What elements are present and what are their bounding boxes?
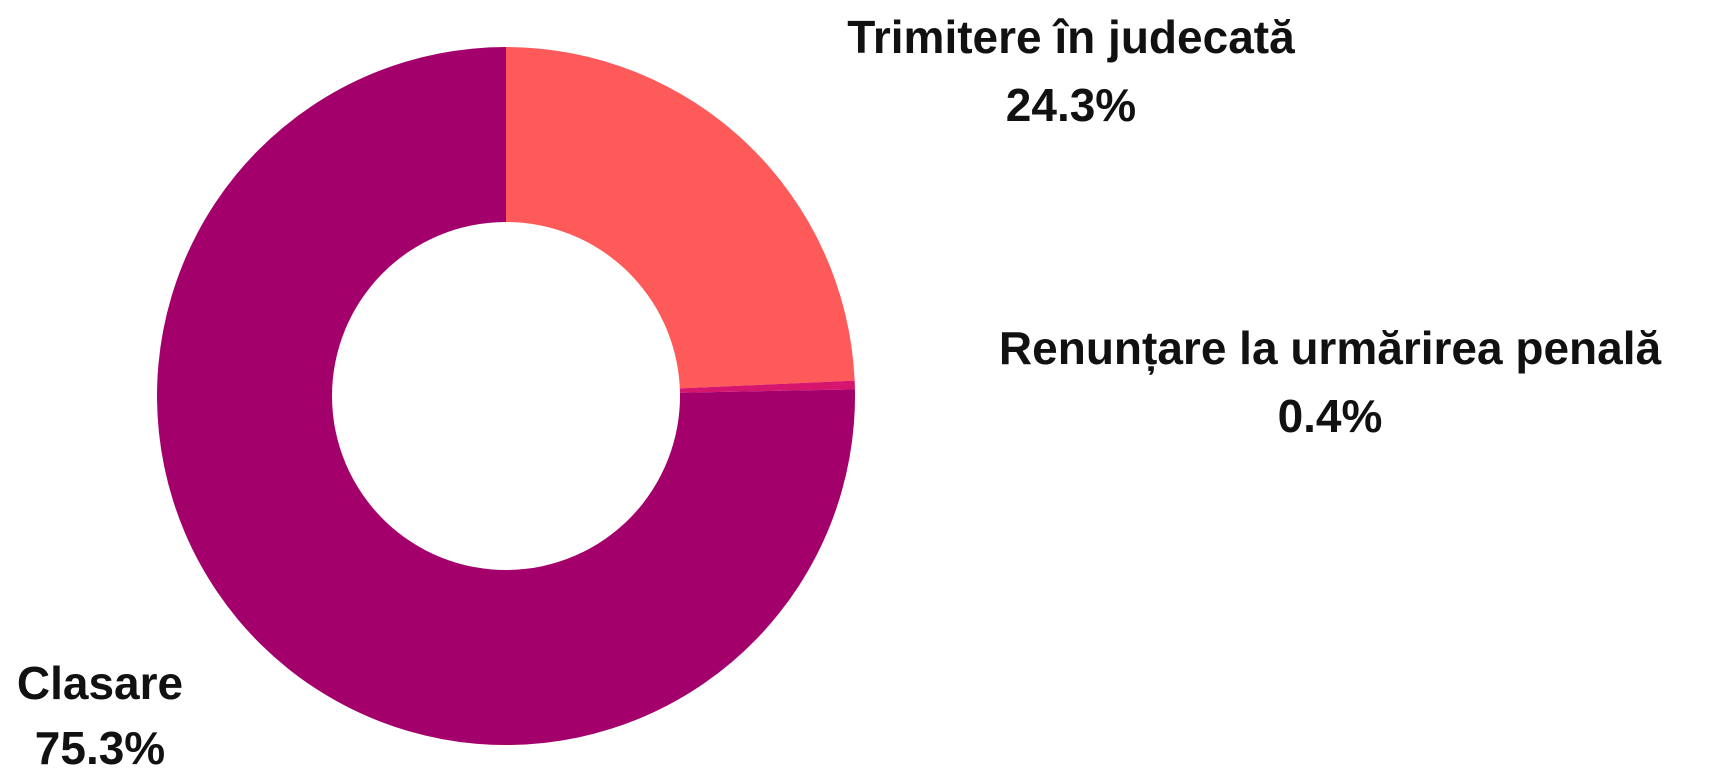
- slice-value-label: 75.3%: [35, 722, 165, 773]
- donut-slice: [157, 47, 855, 745]
- slice-value-label: 24.3%: [1006, 79, 1136, 131]
- donut-slice: [679, 380, 855, 393]
- slice-label: Clasare: [17, 657, 183, 709]
- slice-label: Renunțare la urmărirea penală: [999, 322, 1662, 375]
- slice-label: Trimitere în judecată: [847, 11, 1295, 63]
- slice-value-label: 0.4%: [1278, 390, 1383, 442]
- donut-slice: [506, 47, 855, 389]
